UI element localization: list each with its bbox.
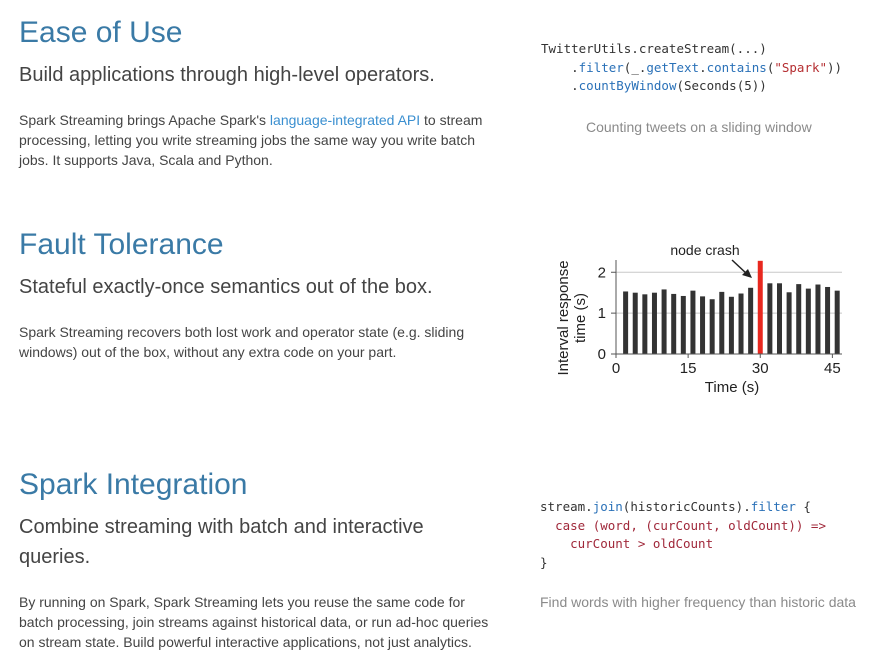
fault-tolerance-chart: 0 1 2 0 15 30 45 node crash Time (s) Interval… (555, 242, 842, 396)
bar (825, 286, 831, 354)
bar (767, 283, 773, 354)
bar (805, 288, 811, 354)
bar (776, 283, 782, 354)
y-tick-label: 1 (598, 305, 606, 322)
bar (709, 299, 715, 354)
ease-description: Spark Streaming brings Apache Spark's la… (19, 110, 499, 170)
ease-code-block: TwitterUtils.createStream(...) .filter(_… (541, 40, 842, 96)
bar (690, 290, 696, 354)
chart-axes (615, 260, 842, 355)
fault-subtitle: Stateful exactly-once semantics out of t… (19, 276, 433, 298)
bar (671, 293, 677, 354)
code-line: .filter(_.getText.contains("Spark")) (571, 59, 843, 75)
integration-caption: Find words with higher frequency than hi… (540, 594, 856, 610)
ease-desc-after: to stream processing, letting you write … (19, 112, 483, 168)
bar (661, 289, 667, 354)
x-tick-label: 15 (680, 360, 697, 377)
bar (738, 293, 744, 354)
y-axis-label-line2: time (s) (572, 293, 589, 343)
y-axis-label-line1: Interval response (555, 260, 572, 375)
bar (642, 294, 648, 354)
code-line: case (word, (curCount, oldCount)) => (555, 517, 826, 533)
ease-caption: Counting tweets on a sliding window (586, 119, 812, 135)
bar (728, 296, 734, 354)
bar (748, 287, 754, 354)
fault-title: Fault Tolerance (19, 228, 224, 261)
language-integrated-api-link[interactable]: language-integrated API (269, 112, 421, 128)
integration-subtitle: Combine streaming with batch and interac… (19, 516, 424, 568)
chart-bars (623, 260, 840, 354)
arrow-icon (731, 259, 752, 278)
integration-title: Spark Integration (19, 468, 248, 501)
x-tick-label: 30 (752, 360, 769, 377)
chart-x-ticks: 0 15 30 45 (612, 354, 841, 377)
node-crash-annotation: node crash (670, 242, 739, 258)
integration-description: By running on Spark, Spark Streaming let… (19, 594, 489, 650)
crash-bar (757, 260, 763, 354)
code-line: .countByWindow(Seconds(5)) (571, 78, 767, 93)
bar (632, 292, 638, 354)
bar (651, 292, 657, 354)
integration-code-block: stream.join(historicCounts).filter { cas… (540, 498, 826, 572)
code-line: curCount > oldCount (570, 536, 714, 551)
x-axis-label: Time (s) (705, 379, 759, 396)
y-tick-label: 2 (598, 264, 606, 281)
bar (815, 284, 821, 354)
x-tick-label: 45 (824, 360, 841, 377)
bar (796, 284, 802, 354)
bar (700, 296, 706, 354)
chart-y-ticks: 0 1 2 (598, 264, 616, 363)
y-tick-label: 0 (598, 346, 606, 363)
fault-description: Spark Streaming recovers both lost work … (19, 324, 465, 360)
bar (786, 292, 792, 354)
bar (623, 291, 629, 354)
code-line: TwitterUtils.createStream(...) (541, 41, 767, 56)
code-line: } (540, 554, 548, 570)
x-tick-label: 0 (612, 360, 620, 377)
ease-subtitle: Build applications through high-level op… (19, 64, 435, 86)
ease-desc-before: Spark Streaming brings Apache Spark's (19, 112, 270, 128)
y-axis-label: Interval response time (s) (555, 260, 589, 375)
code-line: stream.join(historicCounts).filter { (540, 499, 811, 514)
ease-title: Ease of Use (19, 16, 183, 49)
bar (719, 291, 725, 354)
bar (680, 295, 686, 354)
bar (834, 290, 840, 354)
